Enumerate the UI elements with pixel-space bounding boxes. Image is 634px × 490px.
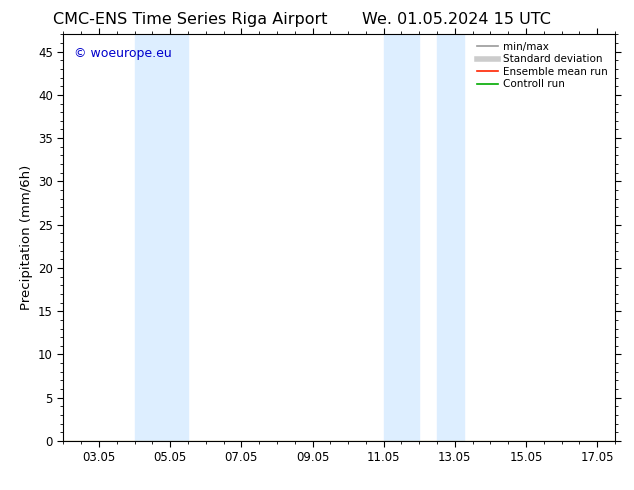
Bar <box>384 34 419 441</box>
Y-axis label: Precipitation (mm/6h): Precipitation (mm/6h) <box>20 165 32 310</box>
Text: © woeurope.eu: © woeurope.eu <box>74 47 172 59</box>
Legend: min/max, Standard deviation, Ensemble mean run, Controll run: min/max, Standard deviation, Ensemble me… <box>473 37 612 94</box>
Text: CMC-ENS Time Series Riga Airport: CMC-ENS Time Series Riga Airport <box>53 12 327 27</box>
Bar <box>134 34 188 441</box>
Bar <box>437 34 463 441</box>
Text: We. 01.05.2024 15 UTC: We. 01.05.2024 15 UTC <box>362 12 551 27</box>
